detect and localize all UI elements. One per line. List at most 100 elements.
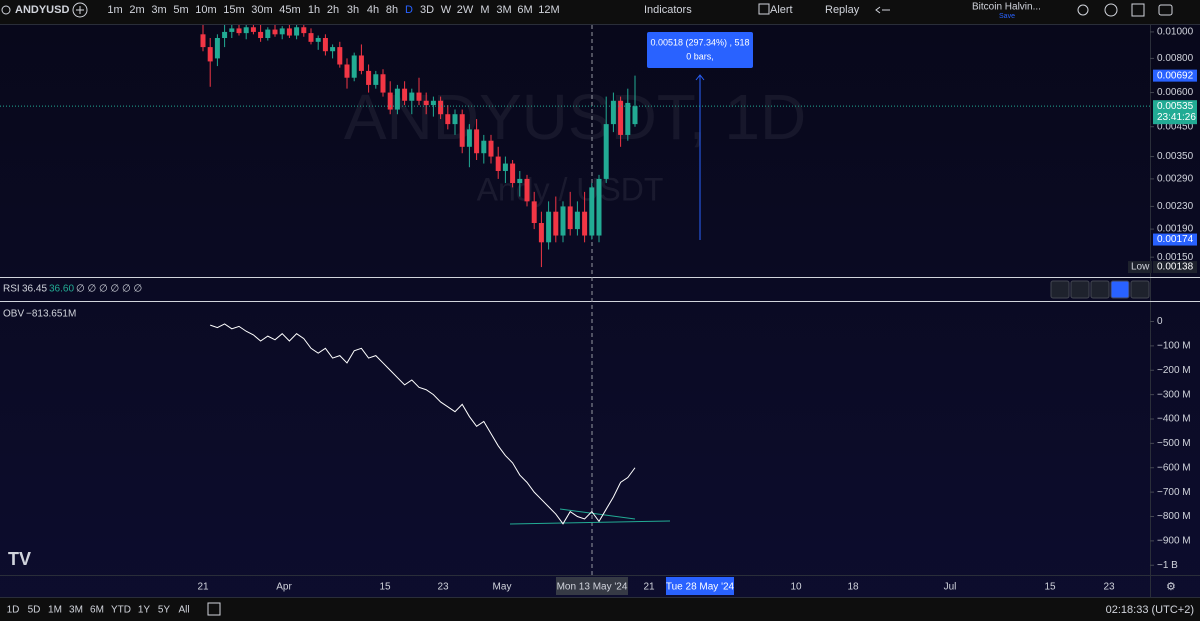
range-button[interactable]: 5D bbox=[28, 605, 41, 616]
x-tick-label: 18 bbox=[847, 582, 859, 593]
y-tick-label: 0.01000 bbox=[1157, 27, 1194, 38]
y-tick-label: 0.00350 bbox=[1157, 151, 1194, 162]
candle-body bbox=[344, 64, 350, 78]
top-toolbar bbox=[0, 0, 1200, 24]
replay-button[interactable]: Replay bbox=[825, 4, 860, 16]
candle-body bbox=[373, 74, 379, 85]
price-label: 0.00174 bbox=[1157, 234, 1194, 245]
interval-button[interactable]: W bbox=[441, 4, 452, 16]
candle-body bbox=[560, 206, 566, 236]
interval-button[interactable]: 30m bbox=[251, 4, 272, 16]
interval-button[interactable]: M bbox=[480, 4, 489, 16]
y-tick-label: −800 M bbox=[1157, 511, 1191, 522]
range-button[interactable]: 1M bbox=[48, 605, 62, 616]
candle-body bbox=[553, 211, 559, 236]
date-range-icon[interactable] bbox=[207, 602, 221, 616]
interval-button[interactable]: 1m bbox=[107, 4, 122, 16]
plus-icon bbox=[76, 6, 84, 14]
range-button[interactable]: 1Y bbox=[138, 605, 151, 616]
collapse-button[interactable] bbox=[1110, 280, 1130, 299]
candle-body bbox=[574, 211, 580, 230]
x-tick-label: 10 bbox=[790, 582, 802, 593]
candle-body bbox=[394, 88, 400, 110]
interval-button[interactable]: 12M bbox=[538, 4, 559, 16]
interval-button[interactable]: 45m bbox=[279, 4, 300, 16]
interval-button[interactable]: 1h bbox=[308, 4, 320, 16]
y-tick-label: −300 M bbox=[1157, 389, 1191, 400]
move-up-button[interactable] bbox=[1050, 280, 1070, 299]
interval-button[interactable]: 3M bbox=[496, 4, 511, 16]
interval-button[interactable]: 3h bbox=[347, 4, 359, 16]
candle-body bbox=[402, 88, 408, 101]
price-label-box bbox=[1153, 233, 1197, 246]
candle-body bbox=[625, 102, 631, 135]
candle-body bbox=[416, 92, 422, 101]
alert-button[interactable]: Alert bbox=[770, 4, 793, 16]
range-button[interactable]: 3M bbox=[69, 605, 83, 616]
candle-body bbox=[488, 140, 494, 157]
interval-button[interactable]: 3D bbox=[420, 4, 434, 16]
interval-button[interactable]: 6M bbox=[517, 4, 532, 16]
x-tick-label: 23 bbox=[437, 582, 449, 593]
right-icons bbox=[1077, 3, 1173, 17]
candle-body bbox=[603, 124, 609, 179]
interval-button[interactable]: 15m bbox=[223, 4, 244, 16]
bottom-toolbar bbox=[0, 598, 1200, 621]
candle-body bbox=[445, 114, 451, 125]
interval-button[interactable]: 10m bbox=[195, 4, 216, 16]
range-button[interactable]: 5Y bbox=[158, 605, 171, 616]
interval-button[interactable]: 2m bbox=[129, 4, 144, 16]
range-button[interactable]: 6M bbox=[90, 605, 104, 616]
candle-body bbox=[481, 140, 487, 154]
interval-button[interactable]: 8h bbox=[386, 4, 398, 16]
settings-icon[interactable] bbox=[1104, 3, 1118, 17]
range-button[interactable]: All bbox=[178, 605, 189, 616]
candle-body bbox=[337, 47, 343, 65]
y-tick-label: 0.00290 bbox=[1157, 174, 1194, 185]
interval-button[interactable]: 5m bbox=[173, 4, 188, 16]
x-tick-label: 21 bbox=[197, 582, 209, 593]
candle-body bbox=[265, 29, 271, 39]
candle-body bbox=[459, 114, 465, 147]
layout-name[interactable]: Bitcoin Halvin... bbox=[972, 2, 1041, 13]
candle-body bbox=[510, 163, 516, 184]
interval-button[interactable]: 3m bbox=[151, 4, 166, 16]
interval-button[interactable]: 2h bbox=[327, 4, 339, 16]
settings-icon[interactable]: ⚙ bbox=[1166, 581, 1176, 593]
candle-body bbox=[474, 129, 480, 154]
indicator-name: OBV bbox=[3, 309, 24, 320]
candle-body bbox=[387, 92, 393, 110]
candle-body bbox=[200, 34, 206, 48]
candle-body bbox=[538, 223, 544, 243]
candle-body bbox=[517, 178, 523, 184]
candle-body bbox=[330, 47, 336, 52]
interval-button[interactable]: 4h bbox=[367, 4, 379, 16]
candle-body bbox=[452, 114, 458, 125]
y-tick-label: 0.00800 bbox=[1157, 53, 1194, 64]
range-button[interactable]: 1D bbox=[7, 605, 20, 616]
interval-button[interactable]: D bbox=[405, 4, 413, 16]
snapshot-icon[interactable] bbox=[1158, 4, 1173, 16]
fullscreen-icon[interactable] bbox=[1131, 3, 1145, 17]
y-tick-label: −1 B bbox=[1157, 560, 1178, 571]
crosshair-time: Mon 13 May '24 bbox=[557, 582, 628, 593]
search-icon[interactable] bbox=[1, 5, 11, 15]
symbol[interactable]: ANDYUSD bbox=[15, 4, 69, 16]
indicators-button[interactable]: Indicators bbox=[644, 4, 692, 16]
indicator-value: −813.651M bbox=[26, 309, 76, 320]
candle-body bbox=[279, 28, 285, 35]
x-tick-label: 21 bbox=[643, 582, 655, 593]
interval-button[interactable]: 2W bbox=[457, 4, 474, 16]
compare-button[interactable] bbox=[72, 2, 88, 18]
y-tick-label: −200 M bbox=[1157, 365, 1191, 376]
candle-body bbox=[366, 70, 372, 85]
range-button[interactable]: YTD bbox=[111, 605, 131, 616]
move-down-button[interactable] bbox=[1070, 280, 1090, 299]
search-icon[interactable] bbox=[1077, 4, 1089, 16]
maximize-button[interactable] bbox=[1130, 280, 1150, 299]
indicator-value: 36.45 bbox=[22, 284, 47, 295]
price-label: 0.00692 bbox=[1157, 70, 1194, 81]
close-button[interactable] bbox=[1090, 280, 1110, 299]
candle-body bbox=[531, 201, 537, 224]
